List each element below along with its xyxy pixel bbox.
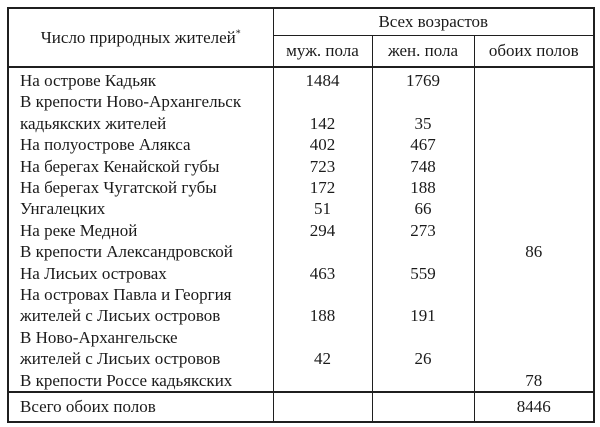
natives-header-label: Число природных жителей bbox=[40, 27, 236, 47]
female-count: 188 bbox=[371, 177, 474, 199]
female-count: 467 bbox=[371, 134, 474, 156]
row-label: На реке Медной bbox=[20, 220, 138, 240]
table-row: На полуострове Алякса 402 467 bbox=[8, 134, 595, 156]
female-count bbox=[371, 326, 474, 349]
table-row: На берегах Кенайской губы 723 748 bbox=[8, 155, 595, 178]
male-count: 188 bbox=[272, 305, 372, 327]
female-count: 559 bbox=[371, 262, 474, 285]
both-count bbox=[473, 262, 595, 285]
table-footer: Всего обоих полов 8446 bbox=[8, 392, 595, 423]
row-label: На острове Кадьяк bbox=[20, 71, 157, 90]
male-count bbox=[272, 369, 372, 393]
row-label: Унгалецких bbox=[20, 199, 106, 219]
female-count: 26 bbox=[371, 348, 474, 370]
total-both-count: 8446 bbox=[473, 392, 595, 423]
both-count bbox=[473, 155, 595, 178]
table-row: жителей с Лисьих островов 42 26 bbox=[8, 348, 595, 370]
table-row: кадьякских жителей 142 35 bbox=[8, 112, 595, 135]
header-row-sub: муж. пола жен. пола обоих полов bbox=[8, 35, 595, 67]
both-count bbox=[473, 112, 595, 135]
table-row: Унгалецких 51 66 bbox=[8, 198, 595, 220]
both-count bbox=[473, 284, 595, 306]
male-count: 1484 bbox=[272, 67, 372, 92]
female-count bbox=[371, 369, 474, 393]
table-row: На Лисьих островах 463 559 bbox=[8, 262, 595, 285]
row-label: В крепости Ново-Архангельск bbox=[20, 92, 242, 112]
row-label: кадьякских жителей bbox=[20, 113, 167, 133]
column-header-all-ages: Всех возрастов bbox=[272, 8, 595, 36]
total-row: Всего обоих полов 8446 bbox=[8, 392, 595, 423]
row-label: На Лисьих островах bbox=[20, 263, 167, 283]
both-count: 78 bbox=[473, 369, 595, 393]
male-count: 463 bbox=[272, 262, 372, 285]
male-count: 402 bbox=[272, 134, 372, 156]
row-label: В крепости Россе кадьякских bbox=[20, 370, 233, 390]
row-label: В крепости Александровской bbox=[20, 242, 233, 262]
header-row-top: Число природных жителей* Всех возрастов bbox=[8, 8, 595, 47]
male-count bbox=[272, 284, 372, 306]
row-label: На берегах Чугатской губы bbox=[20, 178, 217, 198]
both-count bbox=[473, 91, 595, 113]
male-count: 51 bbox=[272, 198, 372, 220]
female-count bbox=[371, 91, 474, 113]
female-count bbox=[371, 284, 474, 306]
male-count: 294 bbox=[272, 219, 372, 242]
both-count bbox=[473, 348, 595, 370]
both-count bbox=[473, 198, 595, 220]
census-table: Число природных жителей* Всех возрастов … bbox=[7, 7, 596, 424]
footnote-marker: * bbox=[235, 27, 241, 39]
column-header-female: жен. пола bbox=[371, 35, 474, 67]
row-label: На полуострове Алякса bbox=[20, 135, 191, 155]
row-label: жителей с Лисьих островов bbox=[20, 306, 221, 326]
both-count bbox=[473, 67, 595, 92]
both-count bbox=[473, 326, 595, 349]
female-count: 66 bbox=[371, 198, 474, 220]
table-row: В Ново-Архангельске bbox=[8, 326, 595, 349]
table-row: На острове Кадьяк 1484 1769 bbox=[8, 67, 595, 92]
female-count: 1769 bbox=[371, 67, 474, 92]
both-count: 86 bbox=[473, 241, 595, 263]
table-row: В крепости Россе кадьякских 78 bbox=[8, 369, 595, 393]
female-count: 273 bbox=[371, 219, 474, 242]
female-count: 35 bbox=[371, 112, 474, 135]
table-row: На берегах Чугатской губы 172 188 bbox=[8, 177, 595, 199]
female-count: 191 bbox=[371, 305, 474, 327]
total-label: Всего обоих полов bbox=[20, 397, 156, 417]
female-count: 748 bbox=[371, 155, 474, 178]
table-row: жителей с Лисьих островов 188 191 bbox=[8, 305, 595, 327]
both-count bbox=[473, 305, 595, 327]
row-label: На берегах Кенайской губы bbox=[20, 156, 220, 176]
table-header: Число природных жителей* Всех возрастов … bbox=[8, 8, 595, 67]
row-label: На островах Павла и Георгия bbox=[20, 285, 232, 305]
male-count bbox=[272, 326, 372, 349]
male-count bbox=[272, 241, 372, 263]
table-row: На реке Медной 294 273 bbox=[8, 219, 595, 242]
table-row: В крепости Ново-Архангельск bbox=[8, 91, 595, 113]
column-header-natives: Число природных жителей* bbox=[8, 8, 273, 67]
total-female-count bbox=[371, 392, 474, 423]
column-header-both: обоих полов bbox=[473, 35, 595, 67]
male-count bbox=[272, 91, 372, 113]
female-count bbox=[371, 241, 474, 263]
both-count bbox=[473, 177, 595, 199]
table-row: В крепости Александровской 86 bbox=[8, 241, 595, 263]
total-male-count bbox=[272, 392, 372, 423]
male-count: 172 bbox=[272, 177, 372, 199]
table-body: На острове Кадьяк 1484 1769 В крепости Н… bbox=[8, 67, 595, 393]
both-count bbox=[473, 219, 595, 242]
table-row: На островах Павла и Георгия bbox=[8, 284, 595, 306]
column-header-male: муж. пола bbox=[272, 35, 372, 67]
row-label: В Ново-Архангельске bbox=[20, 327, 178, 347]
male-count: 142 bbox=[272, 112, 372, 135]
male-count: 42 bbox=[272, 348, 372, 370]
male-count: 723 bbox=[272, 155, 372, 178]
both-count bbox=[473, 134, 595, 156]
row-label: жителей с Лисьих островов bbox=[20, 349, 221, 369]
